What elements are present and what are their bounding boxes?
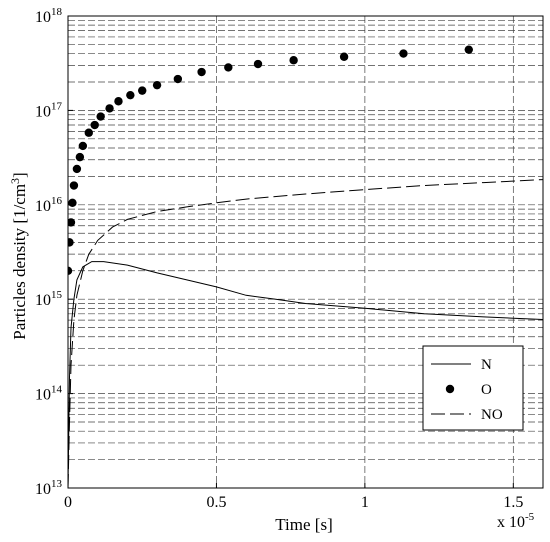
series-o-point xyxy=(114,97,123,106)
x-multiplier-exp: -5 xyxy=(525,511,535,523)
series-n-line xyxy=(68,261,543,488)
x-tick-label: 0.5 xyxy=(206,494,226,511)
series-o-point xyxy=(72,164,82,174)
x-tick-label: 0 xyxy=(64,494,72,511)
legend-o-marker xyxy=(445,384,455,394)
legend: NO NO xyxy=(422,345,524,431)
y-tick-label: 1014 xyxy=(35,384,63,404)
y-axis-label-tail: ] xyxy=(10,172,29,178)
y-axis-label-main: Particles density [1/cm xyxy=(10,184,29,340)
series-o-point xyxy=(339,52,349,61)
y-axis-label-sup: 3 xyxy=(8,178,22,184)
plot-frame xyxy=(67,15,544,489)
series-group xyxy=(68,45,543,488)
series-o-point xyxy=(75,152,85,162)
series-o-point xyxy=(253,59,263,69)
y-tick-label: 1018 xyxy=(35,6,63,26)
series-o-point xyxy=(152,80,162,90)
x-tick-label: 1 xyxy=(361,494,369,511)
series-o-point xyxy=(224,63,233,72)
x-multiplier-base: x 10 xyxy=(497,514,525,531)
legend-o-label: O xyxy=(481,382,492,398)
y-tick-label: 1015 xyxy=(35,289,63,309)
x-ticks: 0 0.5 1 1.5 xyxy=(64,483,523,511)
x-tick-label: 1.5 xyxy=(503,494,523,511)
series-o-point xyxy=(138,86,147,95)
y-ticks: 1013 1014 1015 1016 1017 1018 xyxy=(35,6,73,498)
x-multiplier: x 10-5 xyxy=(497,511,535,531)
legend-n-label: N xyxy=(481,357,492,373)
series-o-point xyxy=(68,218,76,227)
series-no-line xyxy=(68,179,543,488)
series-layer xyxy=(68,45,543,488)
y-axis-label: Particles density [1/cm3] xyxy=(8,172,29,339)
series-o-point xyxy=(68,266,73,275)
series-o-point xyxy=(289,56,298,65)
series-o-point xyxy=(68,238,74,247)
y-tick-label: 1016 xyxy=(35,195,63,215)
series-o-point xyxy=(96,112,105,121)
y-tick-label: 1017 xyxy=(35,100,63,120)
series-o-point xyxy=(173,74,183,84)
y-tick-label: 1013 xyxy=(35,478,63,498)
series-o-point xyxy=(84,128,93,137)
series-o-point xyxy=(69,181,79,190)
grid xyxy=(68,16,543,488)
legend-box xyxy=(422,345,524,431)
series-o-point xyxy=(68,198,77,207)
series-o-point xyxy=(90,120,99,130)
series-o-point xyxy=(399,49,408,58)
series-o-point xyxy=(126,90,135,100)
x-axis-label: Time [s] xyxy=(275,515,332,534)
series-o-point xyxy=(464,45,473,54)
legend-no-label: NO xyxy=(481,407,503,423)
series-o-point xyxy=(78,141,88,151)
series-o-point xyxy=(197,67,206,77)
series-o-point xyxy=(105,104,114,113)
